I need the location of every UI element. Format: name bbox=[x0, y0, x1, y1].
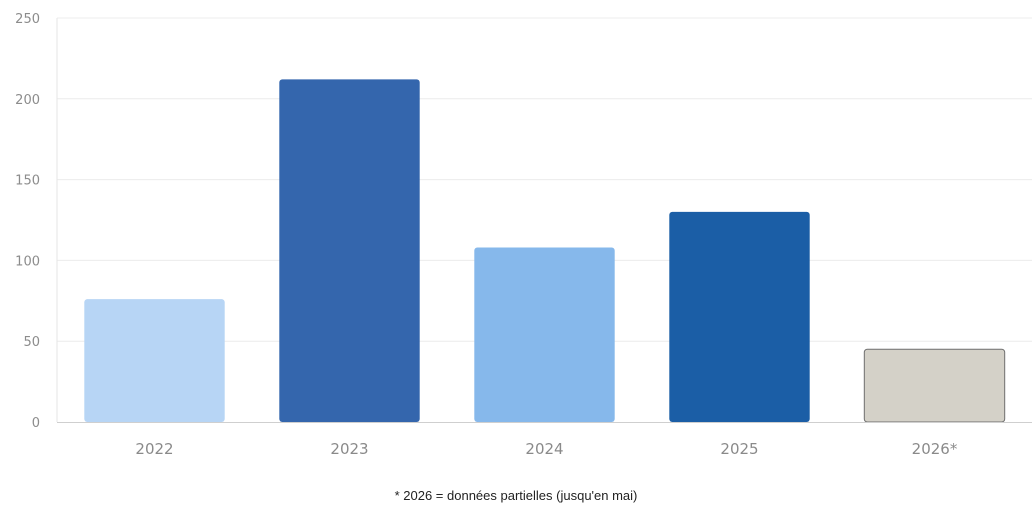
bars bbox=[84, 79, 1006, 423]
y-tick-label: 200 bbox=[15, 93, 40, 108]
bar-chart: 0 50 100 150 200 250 2022 2023 2024 2025 2026* bbox=[15, 12, 1032, 458]
bar-2024[interactable] bbox=[474, 247, 615, 422]
y-tick-label: 50 bbox=[23, 335, 40, 350]
bar-2023[interactable] bbox=[279, 79, 420, 423]
x-tick-label: 2022 bbox=[135, 440, 173, 458]
y-axis-ticks: 0 50 100 150 200 250 bbox=[15, 12, 40, 431]
bar-2022[interactable] bbox=[84, 299, 225, 422]
x-axis-ticks: 2022 2023 2024 2025 2026* bbox=[135, 440, 957, 458]
y-tick-label: 0 bbox=[32, 416, 40, 431]
y-tick-label: 250 bbox=[15, 12, 40, 27]
x-tick-label: 2024 bbox=[525, 440, 563, 458]
chart-footnote: * 2026 = données partielles (jusqu'en ma… bbox=[394, 488, 638, 503]
x-tick-label: 2023 bbox=[330, 440, 368, 458]
gridlines bbox=[57, 17, 1032, 342]
bar-2026[interactable] bbox=[863, 348, 1006, 423]
y-tick-label: 100 bbox=[15, 254, 40, 269]
x-tick-label: 2026* bbox=[912, 440, 958, 458]
x-tick-label: 2025 bbox=[720, 440, 758, 458]
bar-2025[interactable] bbox=[669, 211, 810, 422]
y-tick-label: 150 bbox=[15, 174, 40, 189]
